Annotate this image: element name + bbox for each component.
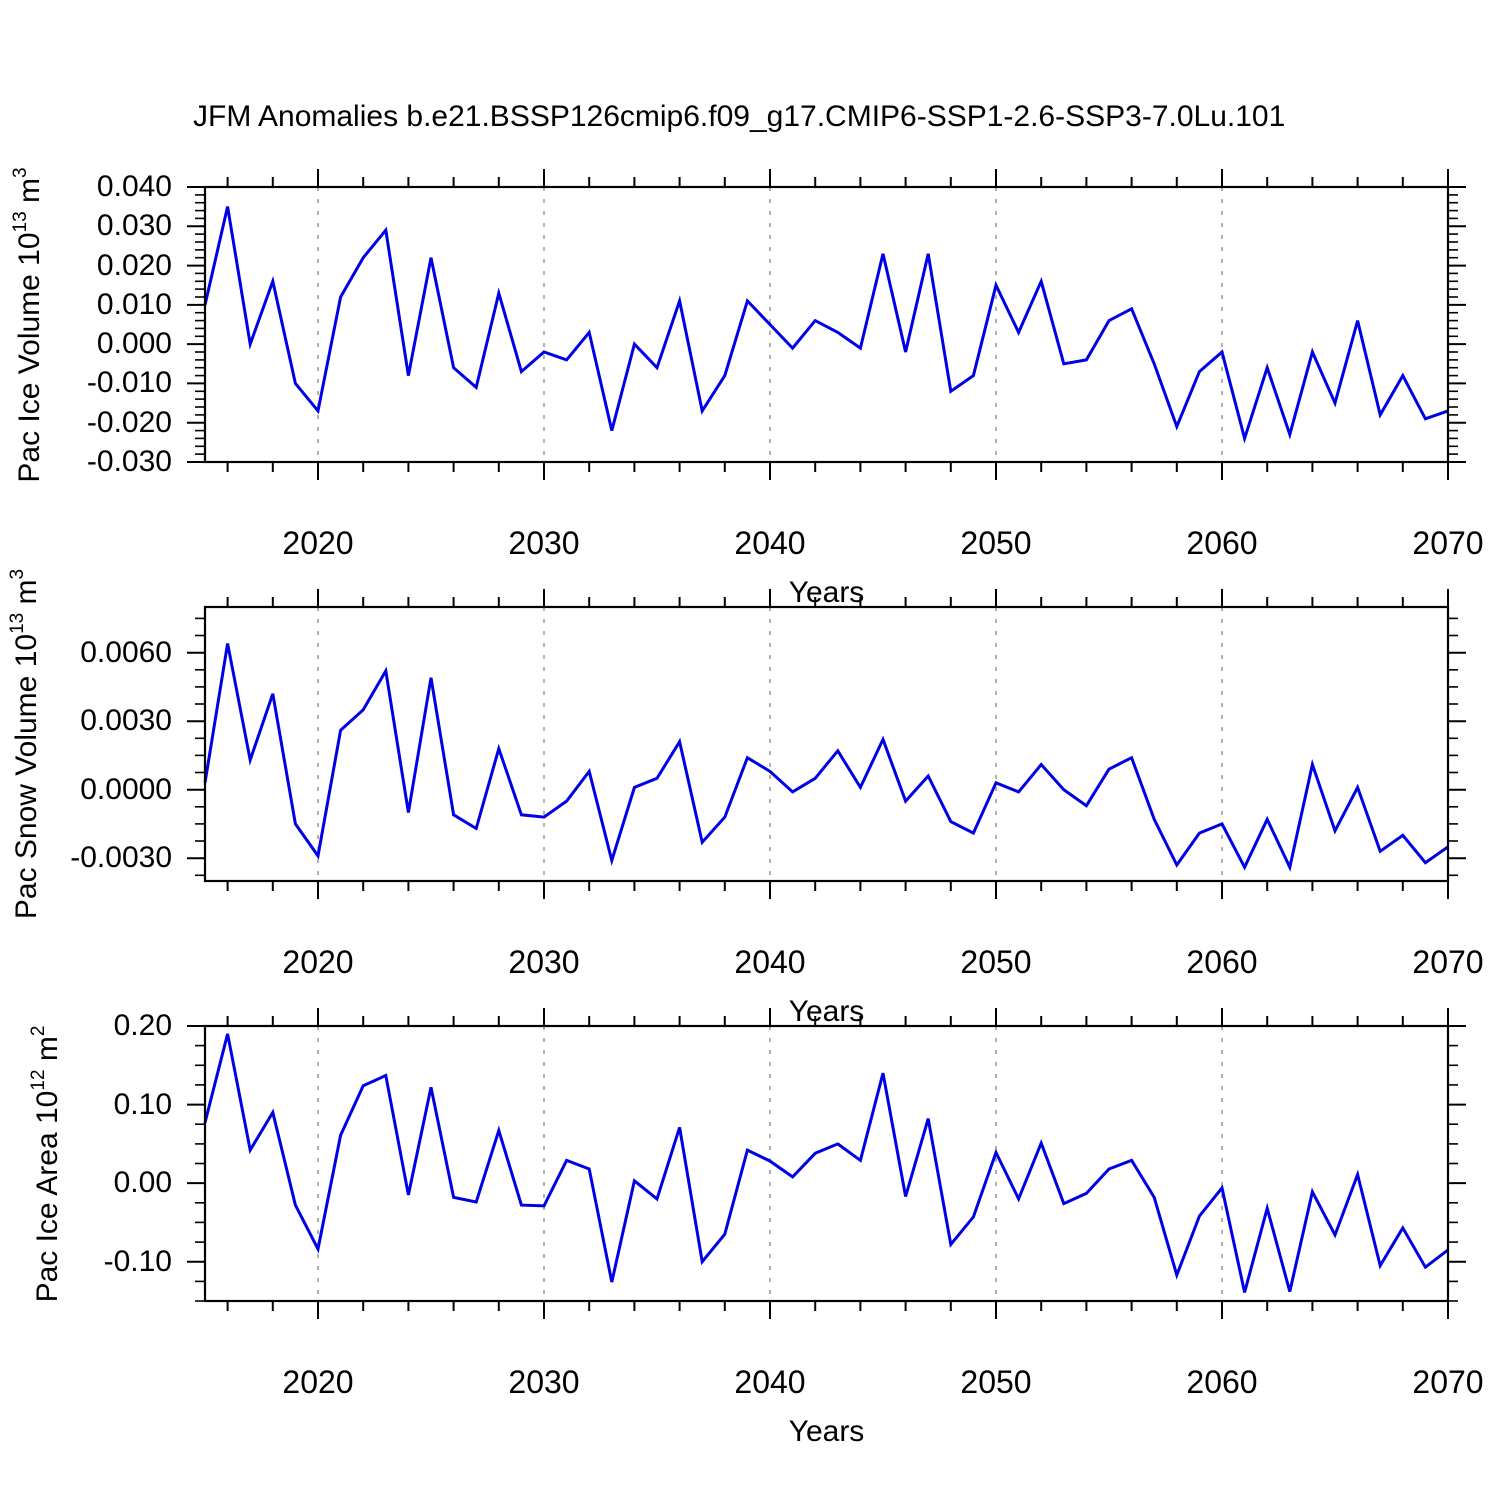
x-tick-label: 2020: [282, 1364, 354, 1400]
x-tick-label: 2050: [960, 944, 1032, 980]
plot-border: [203, 605, 1450, 883]
y-tick-label: 0.0060: [80, 635, 172, 669]
x-axis-title: Years: [788, 576, 865, 609]
y-tick-label: -0.0030: [70, 841, 172, 875]
y-axis-title-superscript: 2: [28, 1025, 49, 1036]
x-tick-label: 2070: [1412, 944, 1484, 980]
y-axis-title-superscript: 13: [7, 612, 28, 634]
x-tick-label: 2030: [508, 525, 580, 561]
y-tick-label: 0.00: [113, 1166, 172, 1200]
x-tick-label: 2040: [734, 525, 806, 561]
y-tick-label: 0.0030: [80, 704, 172, 738]
y-axis-title-text: m: [10, 579, 43, 613]
y-axis-title-superscript: 3: [10, 166, 31, 178]
plot-border: [203, 1024, 1450, 1303]
y-tick-label: 0.010: [96, 287, 172, 321]
y-axis-title-text: m: [13, 177, 46, 211]
y-tick-label: -0.010: [86, 366, 172, 400]
plot-border: [203, 185, 1450, 464]
x-tick-label: 2030: [508, 1364, 580, 1400]
x-tick-label: 2040: [734, 944, 806, 980]
chart-title: JFM Anomalies b.e21.BSSP126cmip6.f09_g17…: [193, 100, 1286, 133]
data-line-pac-ice-area: [203, 1033, 1449, 1293]
y-axis-title-text: Pac Ice Area 10: [31, 1090, 64, 1302]
panel-pac-snow-volume: [187, 589, 1466, 899]
y-tick-label: 0.10: [113, 1087, 172, 1121]
data-line-pac-ice-volume: [203, 206, 1449, 444]
x-tick-label: 2020: [282, 944, 354, 980]
x-tick-label: 2070: [1412, 1364, 1484, 1400]
y-tick-label: 0.0000: [80, 772, 172, 806]
x-tick-label: 2060: [1186, 525, 1258, 561]
x-tick-label: 2060: [1186, 1364, 1258, 1400]
x-tick-label: 2030: [508, 944, 580, 980]
y-axis-title-pac-ice-volume: Pac Ice Volume 1013 m3: [10, 166, 47, 483]
x-axis-title: Years: [788, 995, 865, 1028]
x-tick-label: 2050: [960, 525, 1032, 561]
x-tick-label: 2070: [1412, 525, 1484, 561]
y-axis-title-pac-snow-volume: Pac Snow Volume 1013 m3: [7, 568, 44, 920]
x-tick-label: 2020: [282, 525, 354, 561]
x-axis-title: Years: [788, 1415, 865, 1448]
y-tick-label: 0.030: [96, 209, 172, 243]
y-axis-title-text: Pac Snow Volume 10: [10, 633, 43, 920]
y-axis-title-superscript: 13: [10, 210, 31, 232]
y-tick-label: 0.020: [96, 248, 172, 282]
y-axis-title-text: Pac Ice Volume 10: [13, 231, 46, 483]
y-tick-label: -0.10: [103, 1244, 172, 1278]
data-line-pac-snow-volume: [203, 643, 1449, 872]
x-tick-label: 2060: [1186, 944, 1258, 980]
panel-pac-ice-volume: [187, 169, 1466, 480]
y-axis-title-pac-ice-area: Pac Ice Area 1012 m2: [28, 1025, 65, 1302]
y-tick-label: 0.20: [113, 1009, 172, 1042]
x-tick-label: 2040: [734, 1364, 806, 1400]
panel-pac-ice-area: [187, 1008, 1466, 1319]
y-axis-title-text: m: [31, 1035, 64, 1069]
y-tick-label: 0.040: [96, 170, 172, 203]
y-axis-title-superscript: 12: [28, 1068, 49, 1091]
x-tick-label: 2050: [960, 1364, 1032, 1400]
y-axis-title-superscript: 3: [7, 568, 28, 580]
y-tick-label: -0.030: [86, 445, 172, 478]
y-tick-label: 0.000: [96, 327, 172, 361]
y-tick-label: -0.020: [86, 405, 172, 439]
